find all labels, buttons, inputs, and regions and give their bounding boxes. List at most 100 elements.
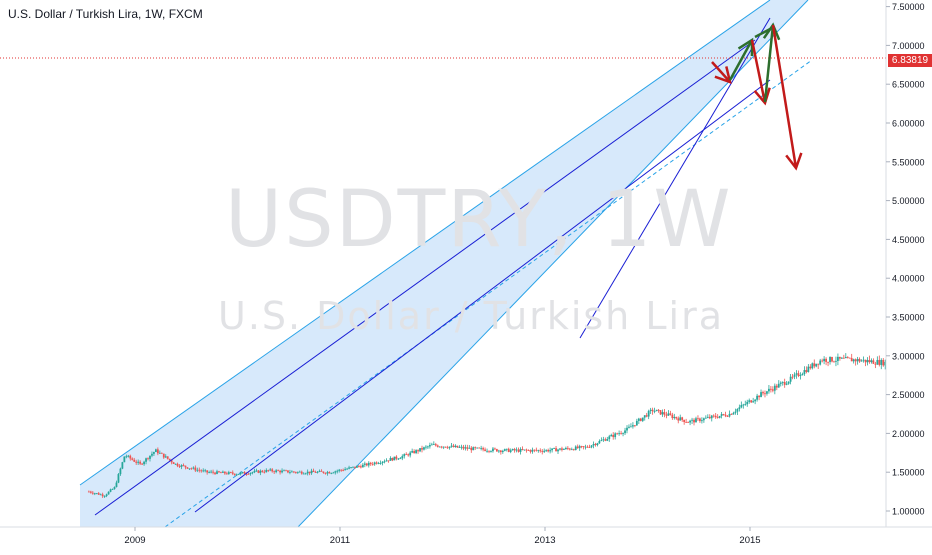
candle-body [683,420,685,422]
candle-body [561,448,563,449]
candle-body [654,411,656,412]
candle-body [380,463,382,464]
candle-body [695,418,697,422]
candle-body [817,364,819,365]
candle-body [628,427,630,428]
candle-body [147,458,149,459]
candle-body [788,382,790,384]
candle-body [630,426,632,427]
candle-body [181,465,183,467]
candle-body [161,453,163,454]
candle-body [334,471,336,472]
candle-body [591,446,593,448]
candle-body [445,447,447,448]
watermark-symbol: USDTRY, 1W [225,175,733,265]
candle-body [701,420,703,421]
candle-body [565,448,567,449]
candle-body [437,445,439,446]
candle-body [857,359,859,361]
candle-body [240,473,242,474]
candle-body [165,456,167,457]
candle-body [411,451,413,452]
candle-body [328,472,330,473]
candle-body [216,471,218,474]
candle-body [845,357,847,358]
candle-body [772,389,774,390]
candle-body [236,474,238,475]
candle-body [809,367,811,369]
candle-body [397,459,399,460]
candle-body [283,470,285,471]
candle-body [214,473,216,474]
candle-body [352,467,354,468]
candle-body [764,393,766,394]
candle-body [589,447,591,448]
candle-body [831,357,833,361]
candle-body [163,454,165,458]
candle-body [687,422,689,423]
candle-body [847,357,849,358]
candle-body [762,392,764,393]
candle-body [786,384,788,385]
candle-body [104,496,106,497]
candle-body [717,417,719,418]
candle-body [863,360,865,361]
candle-body [736,409,738,412]
candle-body [90,492,92,493]
candle-body [204,470,206,471]
candle-body [96,493,98,494]
candle-body [179,466,181,467]
candle-body [366,464,368,466]
candle-body [338,470,340,471]
candle-body [811,363,813,368]
candle-body [399,458,401,459]
candle-body [344,469,346,470]
candle-body [238,474,240,475]
candle-body [644,415,646,417]
candle-body [602,439,604,440]
candle-body [671,415,673,418]
candle-body [492,449,494,452]
candle-body [88,492,90,493]
candle-body [620,433,622,434]
candle-body [386,460,388,461]
candle-body [731,414,733,415]
candle-body [317,472,319,473]
candle-body [667,413,669,415]
candle-body [520,449,522,452]
candle-body [244,472,246,474]
candle-body [466,447,468,448]
candle-body [340,470,342,471]
candle-body [145,458,147,461]
candle-body [835,361,837,362]
candle-body [159,453,161,454]
candle-body [634,425,636,426]
candle-body [208,472,210,473]
candle-body [746,402,748,404]
candle-body [780,383,782,384]
candle-body [859,359,861,361]
candle-body [413,451,415,453]
candle-body [599,441,601,443]
candle-body [839,357,841,359]
candle-body [650,410,652,411]
x-tick-label: 2015 [739,535,760,546]
candle-body [431,445,433,446]
candle-body [332,473,334,474]
candle-body [825,359,827,362]
candle-body [697,418,699,419]
candle-body [488,451,490,452]
candle-body [139,462,141,464]
candle-body [403,454,405,456]
x-tick-label: 2009 [124,535,145,546]
candle-body [776,386,778,388]
candle-body [256,471,258,472]
candle-body [273,471,275,472]
candle-body [758,396,760,397]
candle-body [376,462,378,463]
candle-body [297,472,299,473]
y-tick-label: 6.50000 [892,80,925,90]
candle-body [867,360,869,362]
candle-body [506,449,508,450]
